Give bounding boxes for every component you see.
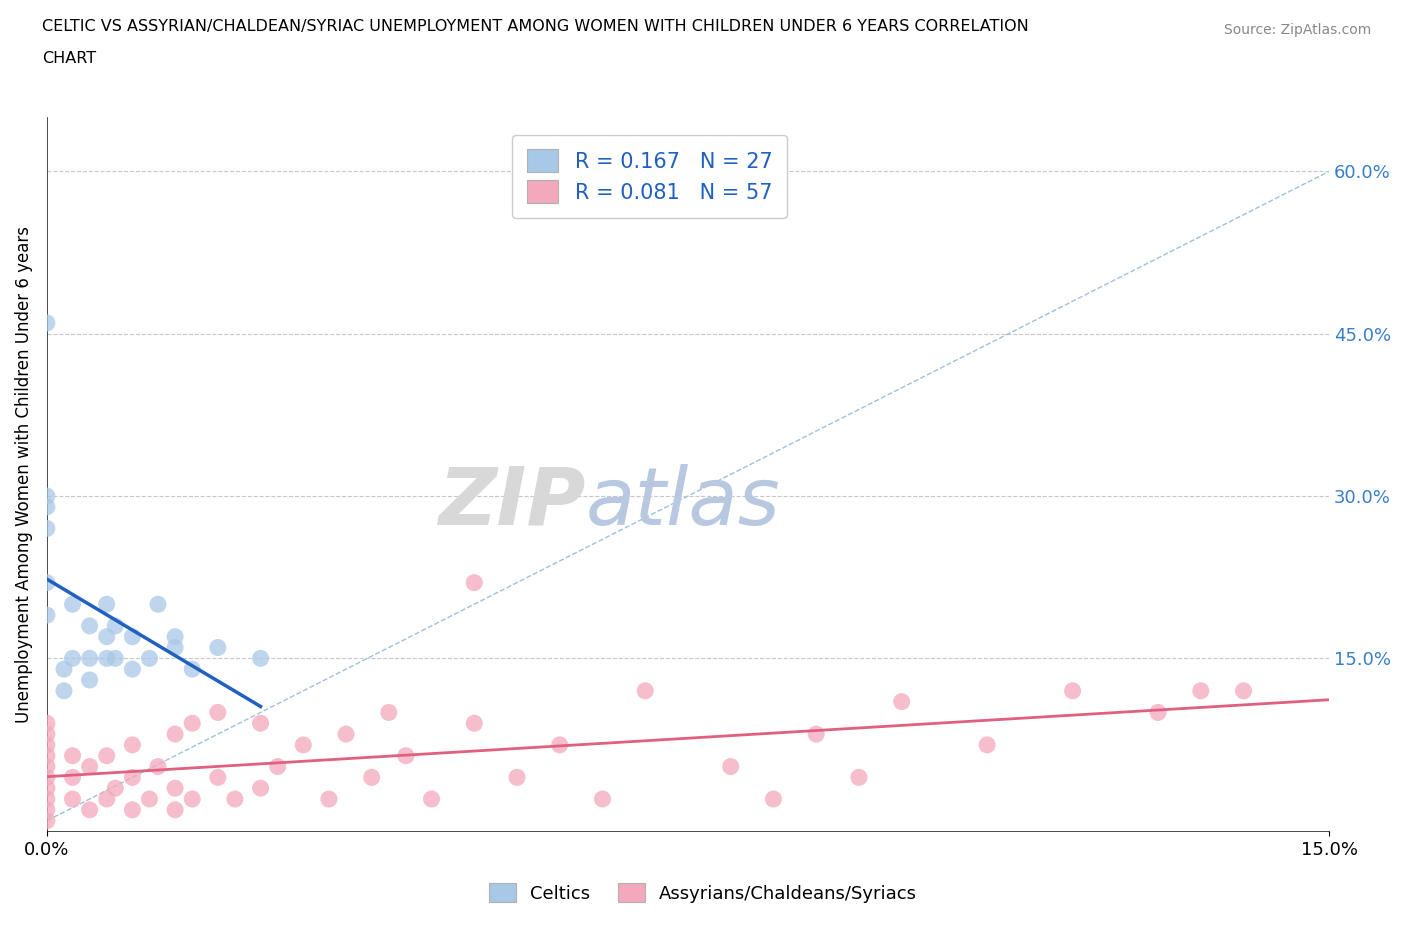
Text: CELTIC VS ASSYRIAN/CHALDEAN/SYRIAC UNEMPLOYMENT AMONG WOMEN WITH CHILDREN UNDER : CELTIC VS ASSYRIAN/CHALDEAN/SYRIAC UNEMP…: [42, 19, 1029, 33]
Point: [79, 759, 101, 774]
Point: [62, 651, 84, 666]
Point: [1062, 684, 1084, 698]
Point: [463, 716, 485, 731]
Point: [249, 781, 271, 796]
Point: [35, 813, 58, 828]
Point: [79, 672, 101, 687]
Point: [165, 630, 187, 644]
Point: [35, 803, 58, 817]
Point: [96, 651, 118, 666]
Point: [181, 662, 204, 677]
Point: [53, 662, 76, 677]
Point: [804, 726, 827, 741]
Point: [165, 803, 187, 817]
Point: [35, 759, 58, 774]
Point: [62, 749, 84, 764]
Point: [121, 662, 143, 677]
Point: [762, 791, 785, 806]
Point: [35, 575, 58, 590]
Point: [1147, 705, 1170, 720]
Point: [35, 499, 58, 514]
Point: [96, 749, 118, 764]
Point: [420, 791, 443, 806]
Point: [121, 737, 143, 752]
Point: [249, 716, 271, 731]
Point: [35, 521, 58, 536]
Point: [360, 770, 382, 785]
Point: [35, 770, 58, 785]
Point: [96, 791, 118, 806]
Point: [138, 791, 160, 806]
Point: [548, 737, 571, 752]
Point: [848, 770, 870, 785]
Point: [890, 694, 912, 709]
Point: [35, 749, 58, 764]
Point: [79, 651, 101, 666]
Point: [249, 651, 271, 666]
Point: [62, 597, 84, 612]
Point: [266, 759, 288, 774]
Point: [506, 770, 529, 785]
Point: [165, 781, 187, 796]
Point: [79, 803, 101, 817]
Point: [207, 770, 229, 785]
Point: [1232, 684, 1254, 698]
Point: [79, 618, 101, 633]
Point: [35, 737, 58, 752]
Point: [138, 651, 160, 666]
Text: Source: ZipAtlas.com: Source: ZipAtlas.com: [1223, 23, 1371, 37]
Point: [35, 315, 58, 330]
Text: atlas: atlas: [585, 464, 780, 542]
Point: [35, 607, 58, 622]
Legend: R = 0.167   N = 27, R = 0.081   N = 57: R = 0.167 N = 27, R = 0.081 N = 57: [512, 135, 787, 218]
Point: [62, 770, 84, 785]
Point: [35, 726, 58, 741]
Point: [53, 684, 76, 698]
Point: [146, 597, 169, 612]
Point: [121, 630, 143, 644]
Point: [976, 737, 998, 752]
Point: [104, 618, 127, 633]
Point: [318, 791, 340, 806]
Point: [224, 791, 246, 806]
Point: [96, 597, 118, 612]
Point: [463, 575, 485, 590]
Point: [121, 803, 143, 817]
Point: [181, 716, 204, 731]
Point: [35, 781, 58, 796]
Point: [146, 759, 169, 774]
Point: [121, 770, 143, 785]
Point: [335, 726, 357, 741]
Point: [35, 791, 58, 806]
Y-axis label: Unemployment Among Women with Children Under 6 years: Unemployment Among Women with Children U…: [15, 226, 32, 723]
Point: [207, 705, 229, 720]
Point: [592, 791, 614, 806]
Point: [62, 791, 84, 806]
Point: [104, 781, 127, 796]
Legend: Celtics, Assyrians/Chaldeans/Syriacs: Celtics, Assyrians/Chaldeans/Syriacs: [479, 874, 927, 911]
Point: [104, 651, 127, 666]
Point: [165, 726, 187, 741]
Point: [634, 684, 657, 698]
Point: [207, 640, 229, 655]
Point: [181, 791, 204, 806]
Point: [165, 640, 187, 655]
Text: CHART: CHART: [42, 51, 96, 66]
Point: [1189, 684, 1212, 698]
Point: [96, 630, 118, 644]
Point: [720, 759, 742, 774]
Point: [35, 488, 58, 503]
Text: ZIP: ZIP: [439, 464, 585, 542]
Point: [35, 716, 58, 731]
Point: [378, 705, 401, 720]
Point: [292, 737, 315, 752]
Point: [395, 749, 418, 764]
